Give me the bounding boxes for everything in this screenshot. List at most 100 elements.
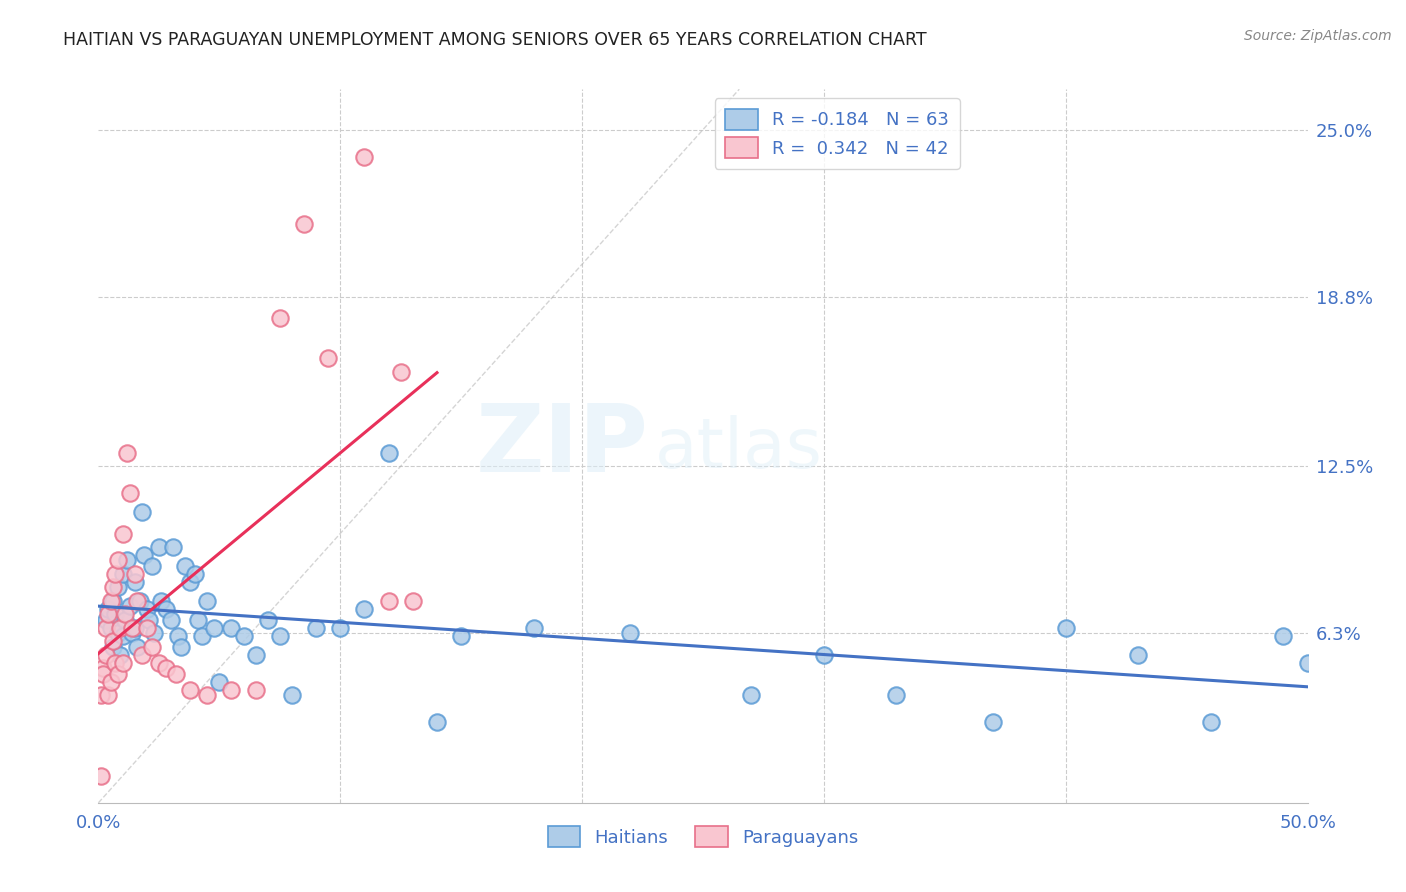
Point — [195, 594, 218, 608]
Point — [131, 505, 153, 519]
Point — [813, 648, 835, 662]
Point — [100, 594, 122, 608]
Point — [121, 621, 143, 635]
Point — [138, 613, 160, 627]
Point — [100, 621, 122, 635]
Point — [179, 574, 201, 589]
Point — [155, 661, 177, 675]
Point — [402, 594, 425, 608]
Point — [187, 613, 209, 627]
Point — [108, 621, 131, 635]
Legend: Haitians, Paraguayans: Haitians, Paraguayans — [537, 815, 869, 858]
Point — [124, 566, 146, 581]
Point — [208, 674, 231, 689]
Point — [111, 656, 134, 670]
Point — [184, 566, 207, 581]
Point — [353, 149, 375, 163]
Point — [131, 648, 153, 662]
Point — [114, 613, 136, 627]
Point — [100, 674, 122, 689]
Point — [167, 629, 190, 643]
Point — [316, 351, 339, 366]
Point — [245, 682, 267, 697]
Point — [117, 446, 139, 460]
Point — [191, 629, 214, 643]
Point — [1296, 656, 1319, 670]
Point — [174, 558, 197, 573]
Point — [150, 594, 173, 608]
Point — [94, 621, 117, 635]
Point — [97, 607, 120, 622]
Point — [101, 594, 124, 608]
Point — [281, 688, 304, 702]
Point — [886, 688, 908, 702]
Point — [107, 553, 129, 567]
Point — [155, 602, 177, 616]
Point — [101, 640, 124, 654]
Point — [104, 566, 127, 581]
Text: atlas: atlas — [655, 415, 823, 482]
Point — [127, 594, 149, 608]
Point — [111, 526, 134, 541]
Point — [134, 548, 156, 562]
Point — [94, 648, 117, 662]
Point — [121, 626, 143, 640]
Point — [1054, 621, 1077, 635]
Point — [97, 602, 120, 616]
Point — [128, 594, 150, 608]
Point — [256, 613, 278, 627]
Point — [269, 629, 291, 643]
Point — [204, 621, 226, 635]
Point — [107, 626, 129, 640]
Point — [118, 599, 141, 614]
Point — [141, 640, 163, 654]
Point — [169, 640, 191, 654]
Point — [329, 621, 352, 635]
Point — [221, 621, 243, 635]
Point — [426, 714, 449, 729]
Point — [740, 688, 762, 702]
Point — [160, 613, 183, 627]
Point — [91, 666, 114, 681]
Point — [117, 553, 139, 567]
Point — [353, 602, 375, 616]
Point — [118, 486, 141, 500]
Point — [245, 648, 267, 662]
Point — [111, 566, 134, 581]
Point — [91, 661, 114, 675]
Point — [104, 607, 127, 622]
Point — [135, 621, 157, 635]
Point — [195, 688, 218, 702]
Point — [1199, 714, 1222, 729]
Point — [135, 602, 157, 616]
Point — [305, 621, 328, 635]
Point — [523, 621, 546, 635]
Text: HAITIAN VS PARAGUAYAN UNEMPLOYMENT AMONG SENIORS OVER 65 YEARS CORRELATION CHART: HAITIAN VS PARAGUAYAN UNEMPLOYMENT AMONG… — [63, 31, 927, 49]
Point — [124, 574, 146, 589]
Point — [165, 666, 187, 681]
Point — [104, 656, 127, 670]
Point — [232, 629, 254, 643]
Point — [107, 666, 129, 681]
Point — [108, 648, 131, 662]
Point — [114, 607, 136, 622]
Point — [143, 626, 166, 640]
Point — [179, 682, 201, 697]
Text: Source: ZipAtlas.com: Source: ZipAtlas.com — [1244, 29, 1392, 43]
Point — [389, 365, 412, 379]
Point — [162, 540, 184, 554]
Point — [981, 714, 1004, 729]
Point — [90, 688, 112, 702]
Point — [101, 580, 124, 594]
Point — [221, 682, 243, 697]
Point — [94, 613, 117, 627]
Point — [377, 594, 399, 608]
Point — [124, 621, 146, 635]
Point — [101, 634, 124, 648]
Point — [292, 217, 315, 231]
Point — [111, 629, 134, 643]
Point — [107, 580, 129, 594]
Text: ZIP: ZIP — [475, 400, 648, 492]
Point — [1272, 629, 1295, 643]
Point — [97, 688, 120, 702]
